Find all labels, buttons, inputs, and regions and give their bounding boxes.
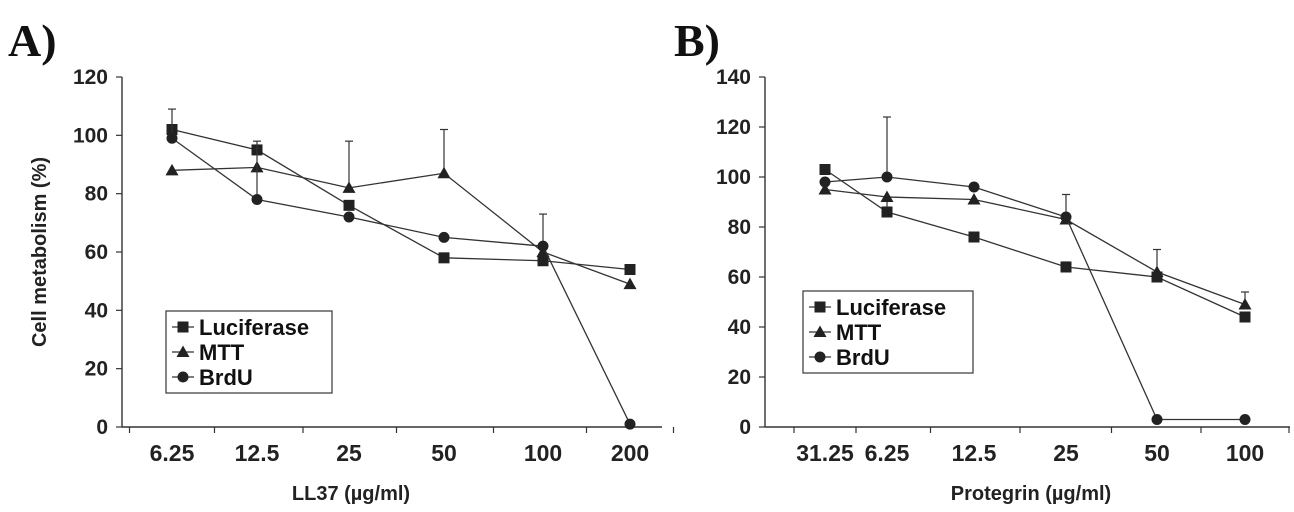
data-point-square	[624, 264, 636, 275]
y-tick-label: 0	[739, 416, 751, 439]
data-point-triangle	[880, 190, 894, 202]
data-point-square	[438, 252, 450, 264]
data-point-square	[1239, 311, 1251, 323]
legend-marker-triangle	[176, 345, 190, 357]
legend-marker-circle	[814, 351, 826, 363]
series-line	[824, 188, 1246, 306]
legend-marker-circle	[177, 371, 189, 383]
data-point-circle	[1151, 414, 1163, 425]
x-tick-label: 25	[336, 440, 362, 466]
chart-panel-a: A) 0 20 40 60 80 100 120 6.25 12.5 25 50 100 200 LL37 …	[8, 15, 675, 505]
y-tick-label: 100	[716, 166, 751, 189]
series-brdu	[166, 108, 636, 430]
legend-marker-triangle	[813, 325, 827, 337]
series-line	[171, 128, 631, 271]
legend-box	[802, 290, 974, 374]
data-point-circle	[166, 132, 178, 144]
series-mtt	[818, 183, 1252, 310]
legend-marker-square	[814, 301, 826, 313]
data-point-circle	[624, 418, 636, 430]
x-tick-label: 6.25	[865, 440, 910, 466]
y-tick-label: 60	[728, 266, 751, 289]
x-tick-label: 12.5	[952, 440, 997, 466]
series-brdu	[819, 116, 1251, 425]
series-line	[171, 137, 631, 425]
data-point-triangle	[1150, 265, 1164, 277]
x-tick-label: 31.25	[796, 440, 854, 466]
y-tick-label: 60	[85, 241, 108, 264]
panel-letter: B)	[674, 15, 720, 66]
y-tick-label: 120	[73, 66, 108, 89]
data-point-circle	[537, 240, 549, 252]
y-tick-label: 80	[728, 216, 751, 239]
data-point-triangle	[437, 166, 451, 179]
data-point-square	[881, 206, 893, 218]
x-tick-label: 6.25	[150, 440, 195, 466]
x-tick-label: 200	[611, 440, 649, 466]
chart-panel-b: B) 0 20 40 60 80 100 120 140 31.25 6.25 12.5 25 50 100…	[674, 15, 1290, 505]
series-mtt	[165, 128, 637, 290]
data-point-circle	[251, 194, 263, 205]
data-point-circle	[881, 171, 893, 183]
data-point-triangle	[818, 183, 832, 195]
series-luciferase	[166, 124, 636, 275]
data-point-circle	[343, 211, 355, 223]
legend-label: Luciferase	[199, 315, 309, 340]
x-tick-label: 50	[1144, 440, 1170, 466]
data-point-triangle	[165, 163, 179, 176]
legend-label: MTT	[199, 340, 245, 365]
y-tick-label: 100	[73, 124, 108, 147]
data-point-square	[343, 199, 355, 211]
legend-label: BrdU	[199, 365, 253, 390]
legend-marker-square	[177, 321, 189, 333]
x-tick-label: 100	[1226, 440, 1264, 466]
data-point-square	[1060, 261, 1072, 273]
x-tick-label: 100	[524, 440, 562, 466]
data-point-triangle	[967, 193, 981, 205]
y-tick-label: 140	[716, 66, 751, 89]
y-tick-label: 0	[96, 416, 108, 439]
legend-label: MTT	[836, 320, 882, 345]
y-tick-label: 40	[85, 299, 108, 322]
data-point-circle	[968, 181, 980, 193]
series-line	[824, 168, 1246, 318]
y-tick-label: 80	[85, 183, 108, 206]
x-tick-label: 12.5	[235, 440, 280, 466]
data-point-circle	[819, 176, 831, 188]
data-point-square	[537, 255, 549, 267]
series-line	[171, 166, 631, 285]
series-line	[824, 176, 1245, 421]
data-point-triangle	[1238, 298, 1252, 310]
y-tick-label: 40	[728, 316, 751, 339]
x-axis-title: LL37 (µg/ml)	[292, 483, 410, 505]
y-tick-label: 20	[728, 366, 751, 389]
data-point-triangle	[342, 181, 356, 193]
data-point-triangle	[623, 277, 637, 290]
data-point-square	[819, 164, 831, 175]
x-tick-label: 25	[1053, 440, 1079, 466]
data-point-circle	[438, 231, 450, 243]
data-point-circle	[1239, 414, 1251, 425]
y-axis-title: Cell metabolism (%)	[29, 157, 51, 347]
y-tick-label: 120	[716, 116, 751, 139]
x-tick-label: 50	[431, 440, 457, 466]
legend-label: BrdU	[836, 345, 890, 370]
data-point-circle	[1060, 211, 1072, 223]
panel-letter: A)	[8, 15, 57, 66]
y-tick-label: 20	[85, 358, 108, 381]
data-point-square	[968, 231, 980, 243]
x-axis-title: Protegrin (µg/ml)	[951, 483, 1111, 505]
legend-label: Luciferase	[836, 295, 946, 320]
